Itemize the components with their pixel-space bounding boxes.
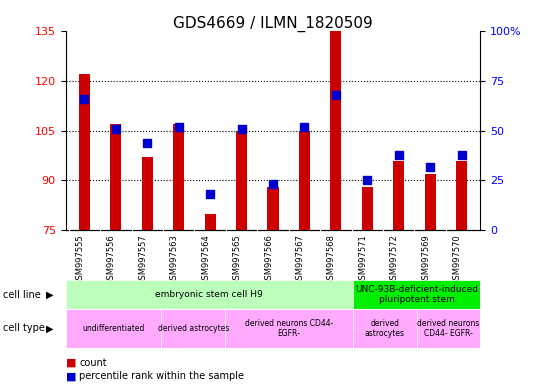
Text: count: count	[79, 358, 107, 368]
Point	[174, 124, 183, 130]
Point	[457, 151, 466, 157]
Text: ▶: ▶	[46, 323, 54, 333]
Bar	[225, 309, 353, 348]
Text: GSM997557: GSM997557	[138, 234, 147, 285]
Text: GSM997565: GSM997565	[233, 234, 241, 285]
Bar	[79, 74, 90, 230]
Text: derived neurons CD44-
EGFR-: derived neurons CD44- EGFR-	[245, 319, 333, 338]
Point	[331, 91, 340, 98]
Bar	[330, 31, 341, 230]
Text: GSM997564: GSM997564	[201, 234, 210, 285]
Text: derived
astrocytes: derived astrocytes	[365, 319, 405, 338]
Text: GSM997571: GSM997571	[358, 234, 367, 285]
Bar	[173, 124, 184, 230]
Text: cell type: cell type	[3, 323, 45, 333]
Bar	[362, 187, 373, 230]
Bar	[66, 309, 161, 348]
Text: GSM997566: GSM997566	[264, 234, 273, 285]
Text: UNC-93B-deficient-induced
pluripotent stem: UNC-93B-deficient-induced pluripotent st…	[355, 285, 478, 305]
Point	[111, 126, 120, 132]
Bar	[236, 131, 247, 230]
Text: GSM997570: GSM997570	[453, 234, 461, 285]
Text: ■: ■	[66, 371, 76, 381]
Point	[363, 177, 372, 184]
Bar	[161, 309, 225, 348]
Bar	[299, 131, 310, 230]
Point	[237, 126, 246, 132]
Point	[206, 191, 215, 197]
Text: ▶: ▶	[46, 290, 54, 300]
Text: GSM997572: GSM997572	[390, 234, 399, 285]
Point	[300, 124, 309, 130]
Point	[80, 96, 89, 102]
Text: GSM997569: GSM997569	[421, 234, 430, 285]
Text: GSM997555: GSM997555	[75, 234, 85, 285]
Bar	[456, 161, 467, 230]
Text: GSM997563: GSM997563	[170, 234, 179, 285]
Text: derived astrocytes: derived astrocytes	[157, 324, 229, 333]
Bar	[110, 124, 121, 230]
Point	[394, 151, 403, 157]
Text: GSM997568: GSM997568	[327, 234, 336, 285]
Bar	[425, 174, 436, 230]
Bar	[142, 157, 153, 230]
Bar	[66, 280, 353, 309]
Bar	[268, 187, 278, 230]
Bar	[205, 214, 216, 230]
Text: derived neurons
CD44- EGFR-: derived neurons CD44- EGFR-	[417, 319, 480, 338]
Point	[269, 181, 277, 187]
Point	[426, 164, 435, 170]
Text: percentile rank within the sample: percentile rank within the sample	[79, 371, 244, 381]
Bar	[353, 280, 480, 309]
Text: ■: ■	[66, 358, 76, 368]
Point	[143, 139, 152, 146]
Text: cell line: cell line	[3, 290, 40, 300]
Text: GDS4669 / ILMN_1820509: GDS4669 / ILMN_1820509	[173, 15, 373, 31]
Text: embryonic stem cell H9: embryonic stem cell H9	[155, 290, 263, 299]
Text: GSM997556: GSM997556	[107, 234, 116, 285]
Text: GSM997567: GSM997567	[295, 234, 305, 285]
Bar	[353, 309, 417, 348]
Text: undifferentiated: undifferentiated	[82, 324, 145, 333]
Bar	[417, 309, 480, 348]
Bar	[393, 161, 404, 230]
